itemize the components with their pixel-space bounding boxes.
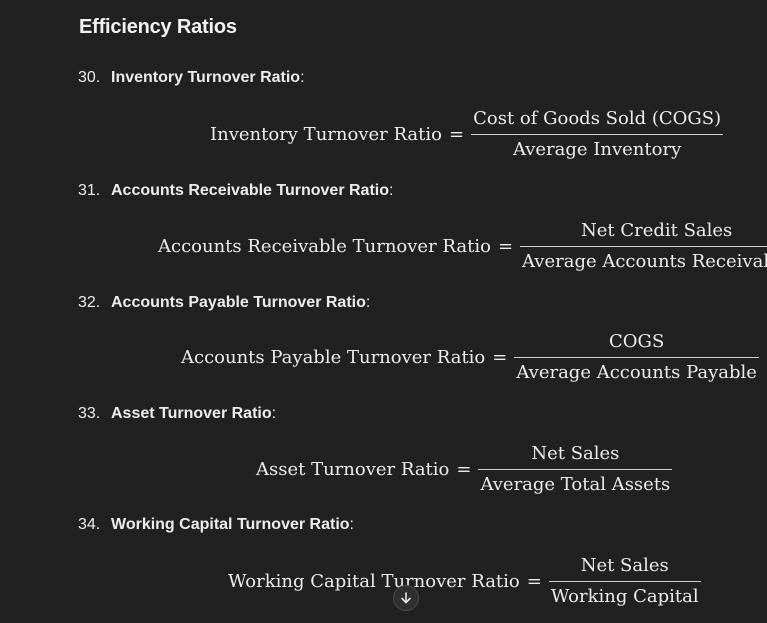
fraction-denominator: Average Inventory (512, 138, 682, 160)
formula-working-capital-turnover: Working Capital Turnover Ratio = Net Sal… (228, 555, 701, 607)
fraction: Net Sales Average Total Assets (478, 443, 673, 495)
list-item-number: 33. (78, 405, 101, 422)
fraction-denominator: Average Accounts Receivable (522, 250, 767, 272)
formula-lhs: Accounts Payable Turnover Ratio (181, 346, 486, 368)
list-item-number: 30. (78, 69, 101, 86)
equals-sign: = (492, 346, 508, 368)
formula-lhs: Accounts Receivable Turnover Ratio (158, 235, 491, 257)
fraction-numerator: Net Sales (580, 555, 669, 576)
fraction-bar (520, 245, 767, 247)
list-item-number: 32. (78, 294, 101, 311)
list-item-colon: : (271, 405, 277, 422)
equals-sign: = (449, 123, 465, 145)
formula-lhs: Asset Turnover Ratio (256, 458, 450, 480)
list-item-label: 34. Working Capital Turnover Ratio: (78, 516, 354, 534)
list-item-label: 32. Accounts Payable Turnover Ratio: (78, 294, 370, 312)
fraction-denominator: Working Capital (550, 585, 699, 607)
formula-lhs: Working Capital Turnover Ratio (228, 570, 520, 592)
scroll-to-bottom-button[interactable] (393, 585, 419, 611)
list-item-colon: : (300, 69, 305, 86)
fraction-bar (514, 356, 759, 358)
fraction-numerator: Cost of Goods Sold (COGS) (473, 108, 722, 129)
equals-sign: = (497, 235, 514, 257)
equals-sign: = (456, 458, 472, 480)
fraction-numerator: Net Credit Sales (580, 220, 733, 241)
fraction: COGS Average Accounts Payable (514, 331, 759, 383)
fraction: Net Sales Working Capital (548, 555, 701, 607)
list-item-label: 33. Asset Turnover Ratio: (78, 405, 276, 423)
formula-accounts-receivable-turnover: Accounts Receivable Turnover Ratio = Net… (158, 220, 767, 272)
fraction-denominator: Average Accounts Payable (516, 361, 757, 383)
list-item-number: 34. (78, 516, 101, 533)
fraction-bar (548, 580, 701, 582)
list-item-title: Accounts Payable Turnover Ratio (111, 294, 366, 311)
fraction-bar (478, 468, 673, 470)
fraction: Cost of Goods Sold (COGS) Average Invent… (471, 108, 724, 160)
list-item-label: 30. Inventory Turnover Ratio: (78, 69, 305, 87)
fraction-denominator: Average Total Assets (480, 473, 671, 495)
equals-sign: = (526, 570, 542, 592)
fraction: Net Credit Sales Average Accounts Receiv… (520, 220, 767, 272)
fraction-bar (471, 133, 724, 135)
section-heading: Efficiency Ratios (79, 16, 237, 38)
list-item-title: Inventory Turnover Ratio (111, 69, 301, 86)
arrow-down-icon (401, 592, 411, 604)
fraction-numerator: COGS (609, 331, 665, 352)
formula-accounts-payable-turnover: Accounts Payable Turnover Ratio = COGS A… (181, 331, 759, 383)
formula-inventory-turnover: Inventory Turnover Ratio = Cost of Goods… (210, 108, 724, 160)
list-item-number: 31. (78, 182, 101, 199)
fraction-numerator: Net Sales (531, 443, 620, 464)
list-item-colon: : (389, 182, 394, 199)
list-item-label: 31. Accounts Receivable Turnover Ratio: (78, 182, 393, 200)
list-item-colon: : (365, 294, 371, 311)
list-item-title: Asset Turnover Ratio (111, 405, 272, 422)
list-item-title: Working Capital Turnover Ratio (111, 516, 350, 533)
formula-lhs: Inventory Turnover Ratio (210, 123, 442, 145)
formula-asset-turnover: Asset Turnover Ratio = Net Sales Average… (256, 443, 673, 495)
list-item-colon: : (349, 516, 354, 533)
list-item-title: Accounts Receivable Turnover Ratio (111, 182, 389, 199)
